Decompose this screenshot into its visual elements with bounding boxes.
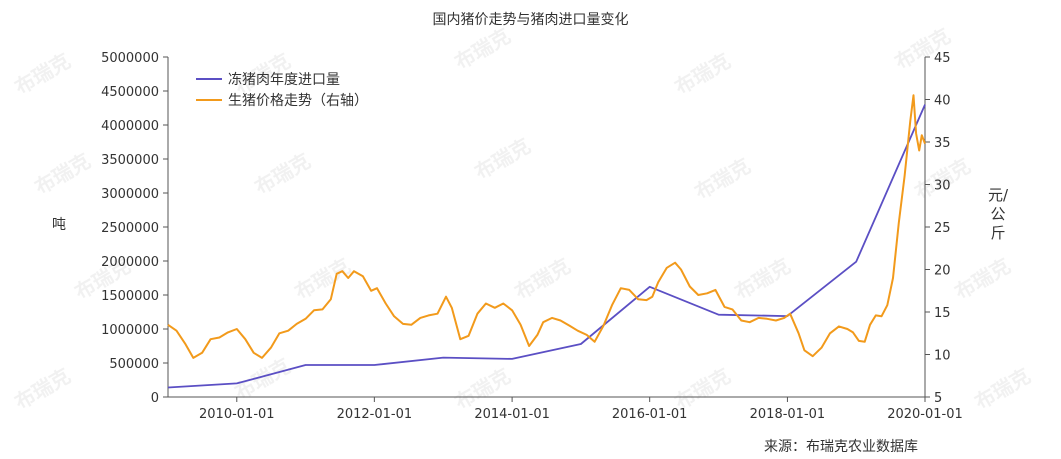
watermark-text: 布瑞克 [291, 254, 355, 305]
watermark-text: 布瑞克 [251, 149, 315, 200]
source-note: 来源：布瑞克农业数据库 [764, 439, 918, 455]
right-axis-label: 元/公斤 [988, 186, 1009, 242]
right-tick-label: 20 [934, 264, 951, 279]
left-tick-label: 1500000 [101, 289, 159, 304]
legend-label: 冻猪肉年度进口量 [228, 71, 340, 88]
series-layer [167, 94, 926, 389]
watermark-text: 布瑞克 [731, 254, 795, 305]
watermark-text: 布瑞克 [11, 49, 75, 100]
watermark-text: 布瑞克 [451, 24, 515, 75]
x-tick-label: 2012-01-01 [337, 407, 413, 422]
x-tick-label: 2014-01-01 [474, 407, 550, 422]
x-tick-label: 2020-01-01 [887, 407, 963, 422]
watermark-text: 布瑞克 [971, 364, 1035, 415]
right-tick-label: 10 [934, 349, 951, 364]
axes: 0 500000 1000000 1500000 2000000 2500000 30000… [101, 51, 963, 422]
watermark-text: 布瑞克 [951, 254, 1015, 305]
chart-title: 国内猪价走势与猪肉进口量变化 [432, 12, 629, 28]
left-tick-label: 4000000 [101, 119, 159, 134]
right-tick-label: 45 [934, 51, 951, 66]
left-tick-label: 1000000 [101, 323, 159, 338]
left-tick-label: 500000 [109, 357, 159, 372]
left-tick-label: 4500000 [101, 85, 159, 100]
right-tick-label: 15 [934, 306, 951, 321]
left-tick-label: 3000000 [101, 187, 159, 202]
watermark-text: 布瑞克 [671, 49, 735, 100]
left-tick-label: 2500000 [101, 221, 159, 236]
left-axis-label: 吨 [52, 217, 66, 233]
left-tick-label: 2000000 [101, 255, 159, 270]
x-tick-label: 2010-01-01 [199, 407, 275, 422]
legend-label: 生猪价格走势（右轴） [228, 93, 368, 109]
left-tick-label: 5000000 [101, 51, 159, 66]
watermark-text: 布瑞克 [891, 24, 955, 75]
x-tick-label: 2016-01-01 [612, 407, 688, 422]
left-tick-label: 0 [151, 391, 159, 406]
right-tick-label: 40 [934, 94, 951, 109]
watermark-text: 布瑞克 [11, 364, 75, 415]
watermark-text: 布瑞克 [471, 134, 535, 185]
watermark-text: 布瑞克 [691, 154, 755, 205]
left-tick-label: 3500000 [101, 153, 159, 168]
series-line-2 [167, 94, 926, 359]
watermark-text: 布瑞克 [31, 149, 95, 200]
watermark-layer: 布瑞克 布瑞克 布瑞克 布瑞克 布瑞克布瑞克 布瑞克 布瑞克 布瑞克 布瑞克布瑞克 布瑞克 布瑞克布… [11, 24, 1035, 415]
right-tick-label: 35 [934, 136, 951, 151]
right-tick-label: 25 [934, 221, 951, 236]
right-tick-label: 30 [934, 179, 951, 194]
x-tick-label: 2018-01-01 [750, 407, 826, 422]
right-tick-label: 5 [934, 391, 942, 406]
watermark-text: 布瑞克 [511, 254, 575, 305]
series-line-1 [167, 104, 926, 389]
